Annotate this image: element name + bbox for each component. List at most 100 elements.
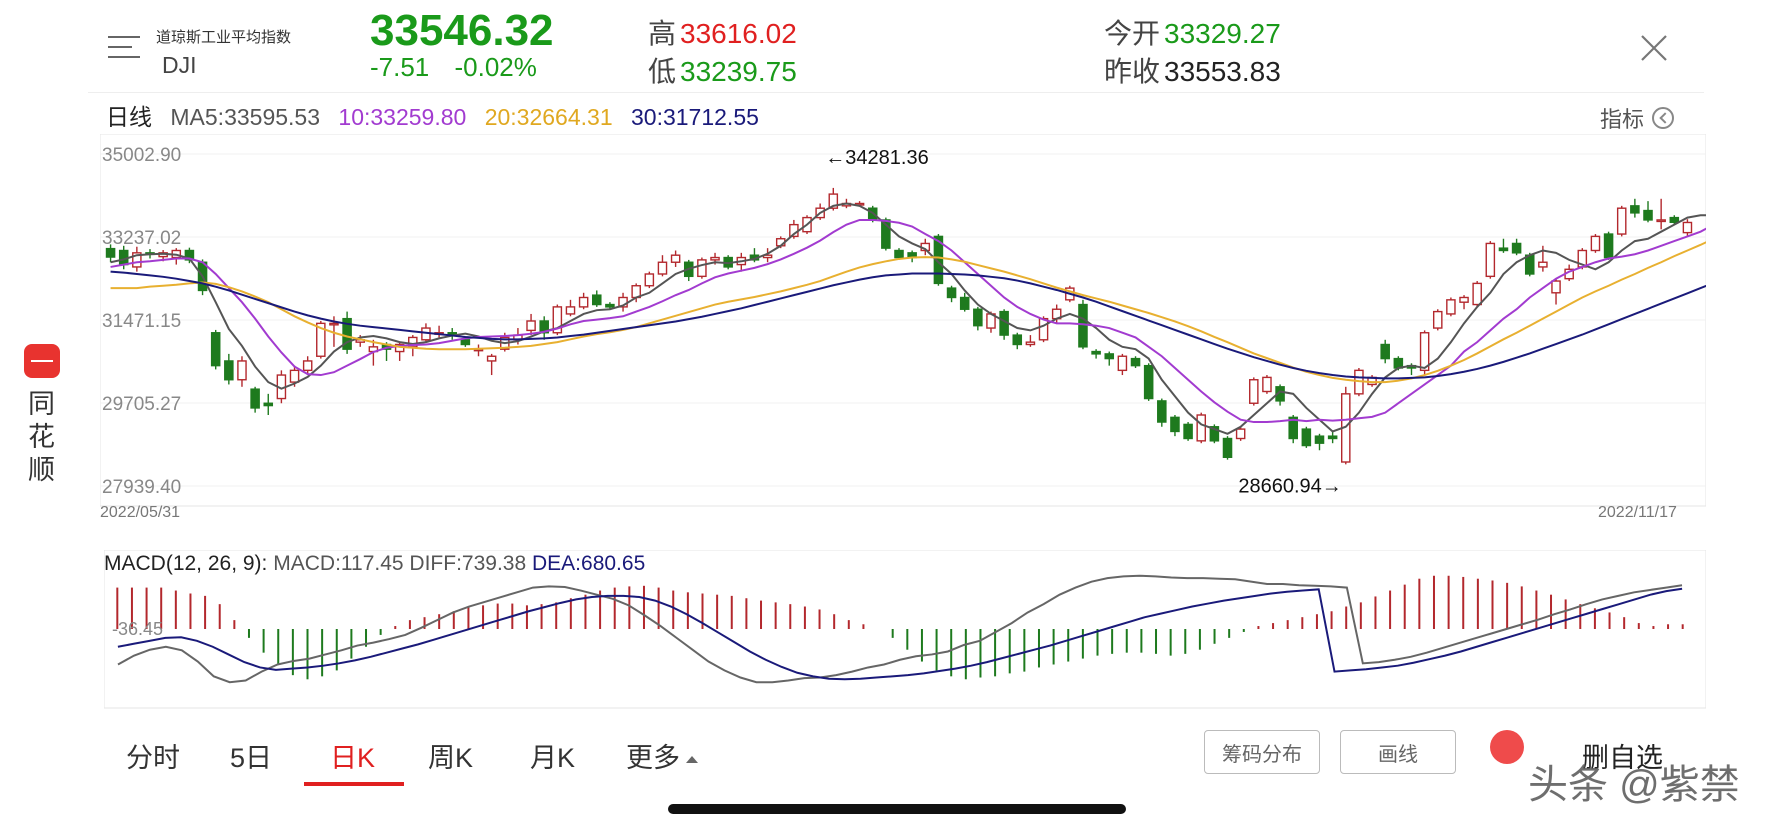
candle: [1590, 234, 1601, 253]
candle-body: [828, 193, 839, 209]
candle: [552, 304, 563, 336]
candle: [1551, 278, 1561, 305]
candle-body: [933, 235, 944, 285]
chart-frame: [100, 134, 1706, 507]
tab-intraday[interactable]: 分时: [126, 743, 180, 773]
candle-body: [644, 273, 655, 287]
macd-frame: [104, 550, 1706, 709]
app-name: 同花顺: [28, 389, 55, 485]
candle-body: [302, 360, 313, 372]
candle-body: [329, 322, 339, 326]
candle-body: [605, 303, 615, 308]
candle: [657, 255, 668, 277]
draw-line-button[interactable]: 画线: [1340, 730, 1456, 774]
chip-distribution-button[interactable]: 筹码分布: [1204, 730, 1320, 774]
candle-body: [973, 308, 983, 327]
candle-body: [946, 287, 957, 299]
candle-body: [1498, 247, 1509, 252]
candle-body: [552, 306, 563, 334]
candle: [342, 311, 352, 354]
favorite-dot-icon[interactable]: [1490, 730, 1524, 764]
candle-body: [1235, 428, 1246, 440]
candle: [105, 244, 116, 263]
candle: [132, 246, 142, 272]
candle-body: [1603, 233, 1614, 259]
candle-body: [1196, 414, 1207, 442]
ma-line-ma10: [110, 218, 1706, 424]
candle-body: [710, 256, 720, 261]
tab-weekly-k[interactable]: 周K: [428, 743, 474, 773]
candle: [973, 306, 983, 331]
change-value: -7.51: [370, 52, 430, 82]
menu-icon[interactable]: [108, 34, 140, 60]
candle-body: [1630, 205, 1640, 214]
candle: [1262, 375, 1272, 394]
y-tick-label: 29705.27: [102, 394, 181, 415]
candle: [670, 250, 681, 267]
candlestick-chart[interactable]: 35002.90 33237.02 31471.15 29705.27 27939.40…: [100, 134, 1706, 530]
candle-body: [1656, 219, 1666, 223]
candle: [1603, 231, 1614, 260]
candle: [1249, 377, 1259, 406]
tab-more-label: 更多: [626, 743, 680, 773]
open-label: 今开: [1104, 18, 1161, 49]
candle: [486, 353, 497, 376]
candle-body: [1157, 400, 1167, 423]
x-start-label: 2022/05/31: [100, 504, 181, 521]
candle: [605, 302, 615, 310]
macd-title: MACD(12, 26, 9):: [104, 552, 268, 575]
candle-body: [1012, 334, 1023, 346]
candle: [1196, 412, 1207, 444]
macd-chart[interactable]: -36.45: [104, 550, 1706, 710]
home-indicator: [668, 804, 1126, 814]
candle: [894, 248, 904, 260]
close-icon[interactable]: [1638, 32, 1670, 64]
candle: [302, 356, 313, 376]
dea-line: [117, 587, 1683, 681]
candle: [224, 353, 234, 385]
candle: [1183, 422, 1193, 441]
ma5-label: MA5:33595.53: [170, 104, 321, 130]
candle-body: [1432, 310, 1443, 329]
ma10-label: 10:33259.80: [338, 104, 467, 130]
prev-close-value: 33553.83: [1164, 56, 1281, 87]
candle-body: [657, 261, 668, 275]
candle-body: [959, 296, 970, 310]
candle: [1616, 205, 1627, 237]
candle: [1511, 238, 1522, 256]
indicator-button[interactable]: 指标: [1600, 102, 1675, 134]
current-price: 33546.32: [370, 6, 554, 55]
candle: [1459, 295, 1469, 310]
candle-body: [486, 355, 497, 362]
candle: [1432, 309, 1443, 331]
candle-body: [1222, 437, 1233, 459]
candle: [1682, 219, 1693, 237]
low-value: 33239.75: [680, 56, 797, 87]
candle: [1012, 332, 1023, 350]
candle-body: [1301, 428, 1312, 447]
candle: [1170, 414, 1180, 437]
candle-body: [132, 252, 142, 268]
ma-line-ma30: [110, 270, 1706, 380]
candle-body: [1091, 350, 1101, 355]
candle-body: [1209, 426, 1220, 442]
candle: [1025, 335, 1036, 347]
candle-body: [1288, 416, 1298, 440]
tab-daily-k[interactable]: 日K: [330, 743, 376, 773]
candle-body: [1485, 242, 1496, 278]
ma-legend: 日线 MA5:33595.53 10:33259.80 20:32664.31 …: [106, 98, 771, 132]
candle: [1485, 241, 1496, 279]
candle-body: [1327, 435, 1338, 440]
low-label: 低: [648, 56, 677, 87]
candle: [1301, 426, 1312, 448]
tab-more[interactable]: 更多: [626, 736, 698, 775]
tab-5day[interactable]: 5日: [230, 743, 273, 773]
candle-body: [1170, 416, 1180, 433]
candle-body: [1038, 317, 1049, 341]
candle: [1209, 424, 1220, 444]
candle: [1498, 238, 1509, 253]
tab-monthly-k[interactable]: 月K: [530, 743, 576, 773]
candle-body: [1130, 357, 1141, 367]
candle-body: [263, 402, 274, 407]
remove-favorite-button[interactable]: 删自选: [1582, 743, 1663, 773]
